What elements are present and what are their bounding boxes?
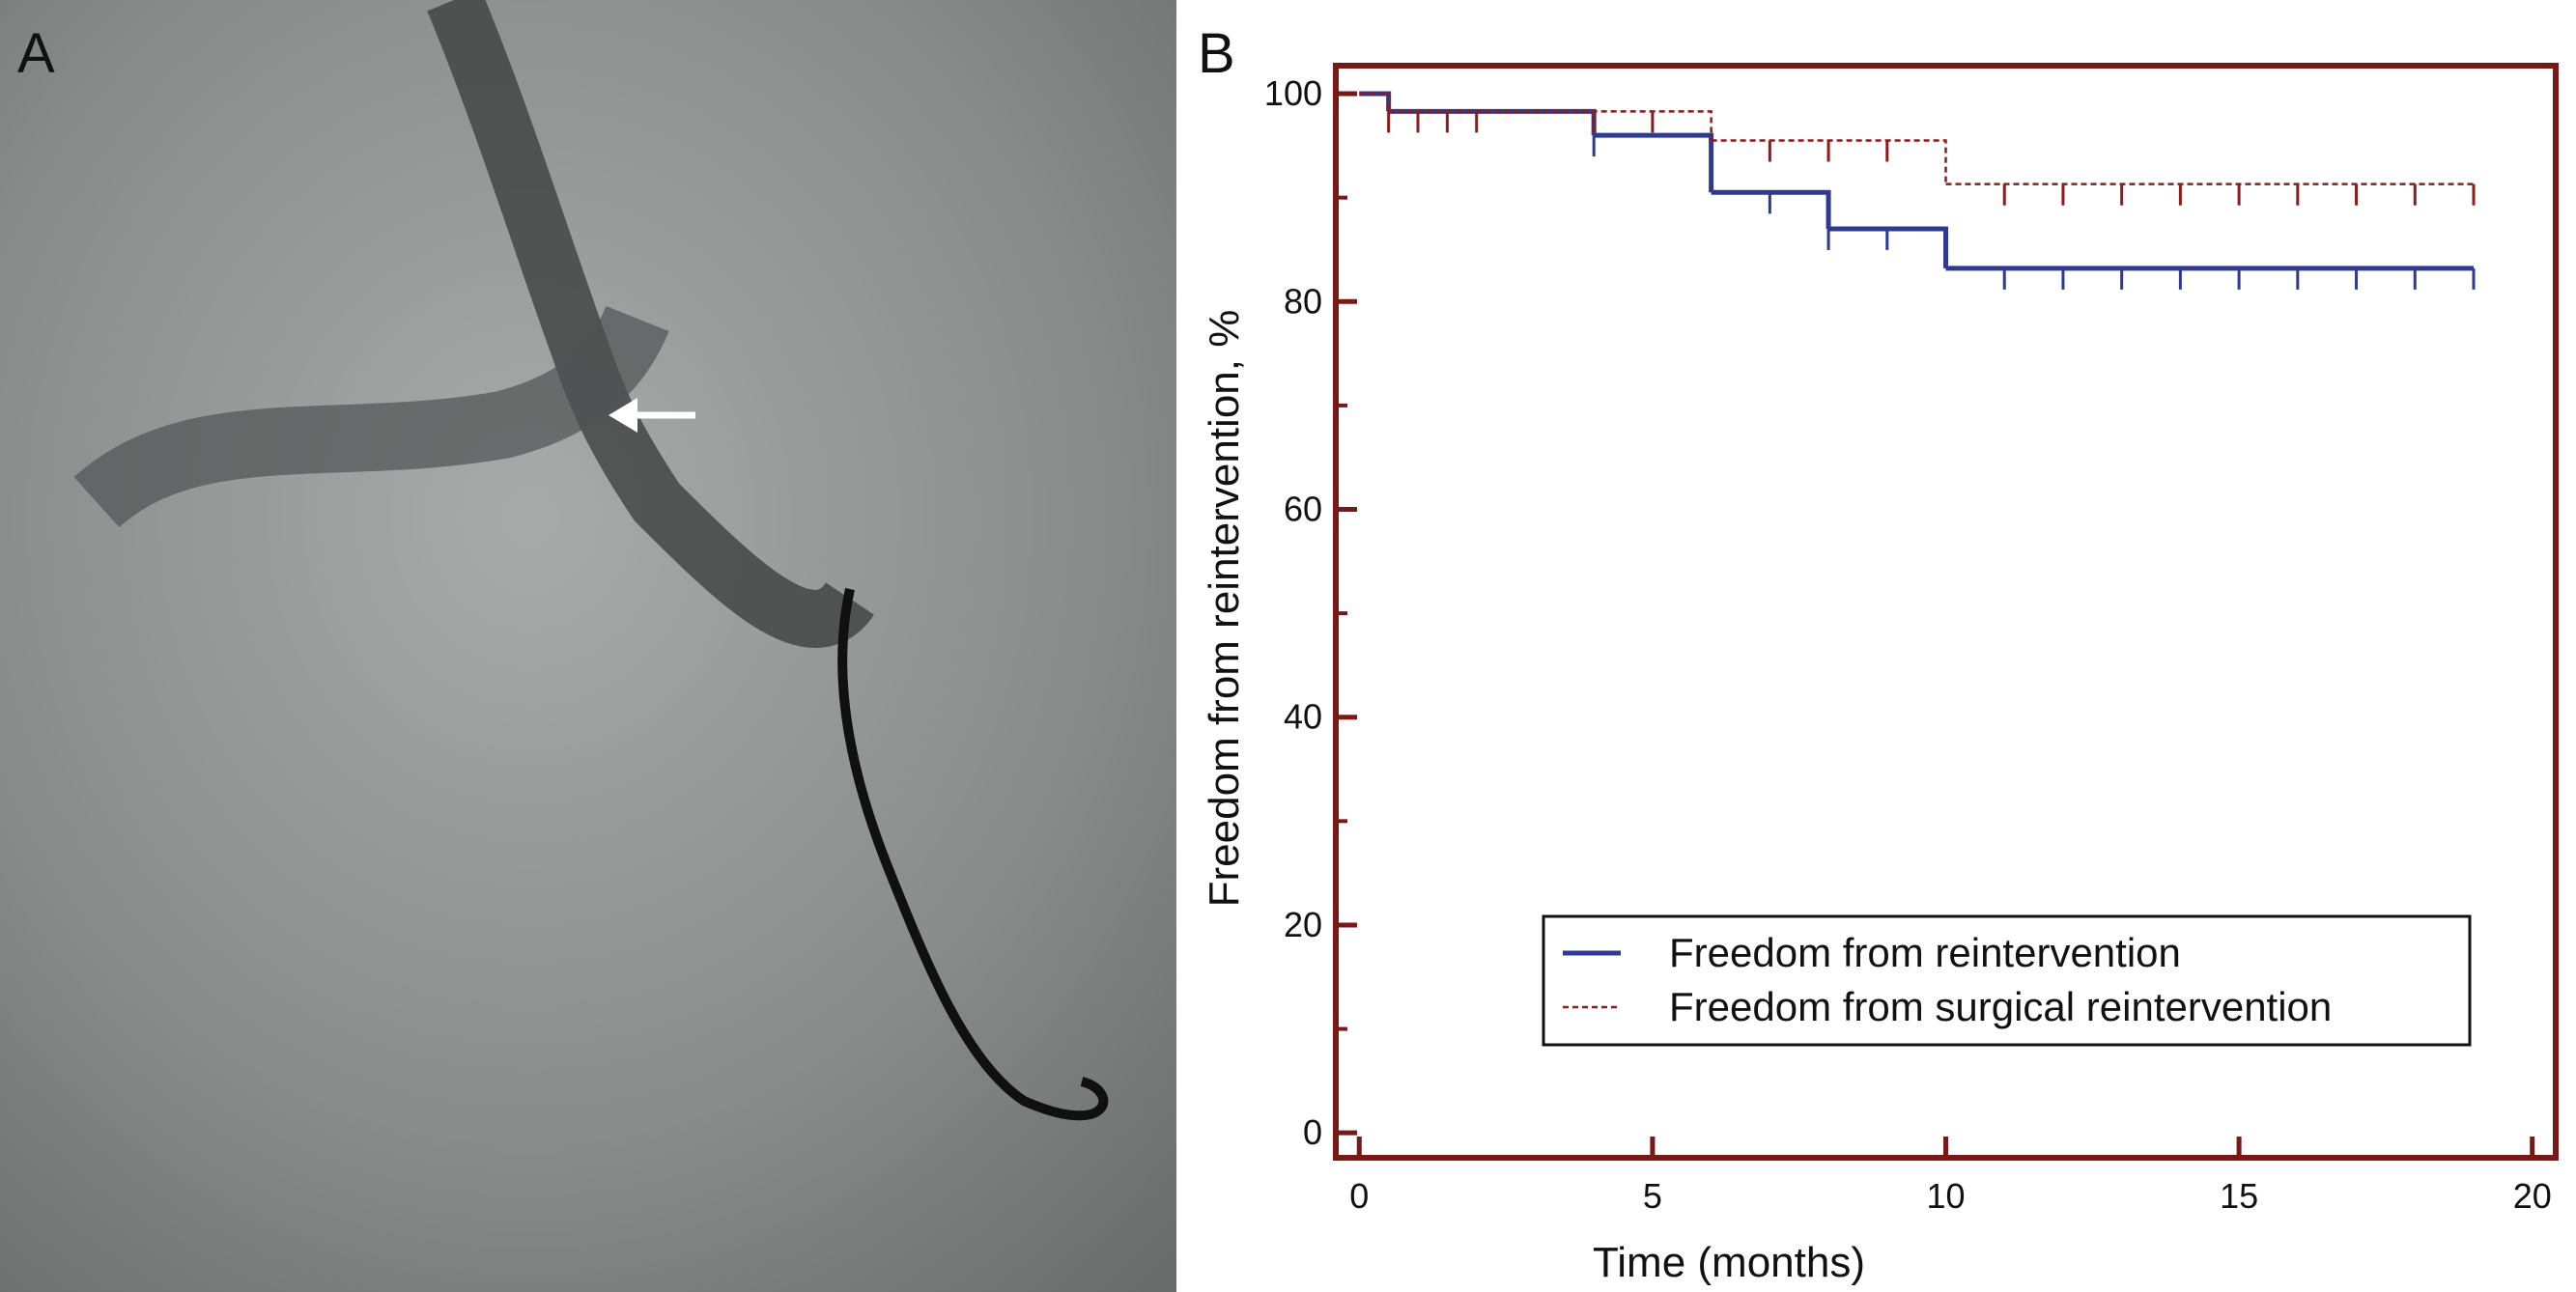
vessel [73, 305, 669, 528]
arrow-head [609, 398, 637, 433]
x-tick-label: 20 [2513, 1176, 2552, 1216]
y-tick-label: 60 [1284, 490, 1322, 529]
angiogram: A [0, 0, 1176, 1292]
x-axis-label: Time (months) [1593, 1239, 1865, 1286]
y-tick-label: 80 [1284, 281, 1322, 321]
y-tick-label: 40 [1284, 697, 1322, 737]
y-axis-label: Freedom from reintervention, % [1201, 310, 1248, 908]
step-segment [1594, 132, 1714, 193]
step-segment [1359, 91, 1392, 112]
step-segment [1388, 108, 1597, 136]
legend-label: Freedom from reintervention [1669, 930, 2181, 975]
step-segment [1711, 189, 1831, 229]
series [1359, 91, 2476, 290]
step-segment [1359, 92, 1390, 112]
legend-label: Freedom from surgical reintervention [1669, 984, 2332, 1029]
angiogram-background [0, 0, 1176, 1292]
x-tick-label: 10 [1926, 1176, 1965, 1216]
step-segment [1711, 139, 1947, 184]
x-tick-label: 0 [1349, 1176, 1369, 1216]
panel-label: A [17, 22, 55, 85]
series [1359, 92, 2476, 206]
vessel [427, 0, 874, 648]
y-tick-label: 0 [1303, 1112, 1322, 1152]
x-tick-label: 15 [2220, 1176, 2258, 1216]
y-tick-label: 100 [1264, 73, 1322, 113]
legend-box [1542, 914, 2472, 1047]
y-tick-label: 20 [1284, 905, 1322, 944]
panel-label: B [1198, 22, 1235, 85]
step-segment [1828, 226, 1948, 268]
step-segment [1388, 110, 1713, 141]
x-tick-label: 5 [1643, 1176, 1662, 1216]
wire [837, 587, 1109, 1121]
